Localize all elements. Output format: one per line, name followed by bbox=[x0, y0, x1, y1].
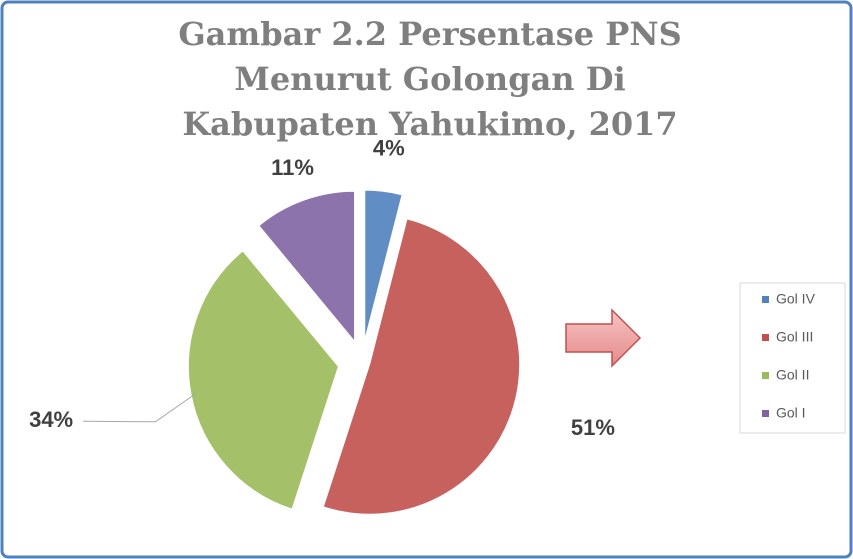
pie-slice bbox=[258, 190, 356, 343]
leader-line bbox=[83, 393, 196, 423]
legend-swatch bbox=[762, 296, 769, 303]
legend-swatch bbox=[762, 410, 769, 417]
data-label: 11% bbox=[271, 155, 314, 180]
pie-slice bbox=[322, 218, 521, 515]
data-label: 34% bbox=[29, 407, 73, 432]
data-label: 51% bbox=[571, 415, 615, 440]
pie-slice bbox=[364, 189, 403, 341]
legend-swatch bbox=[762, 334, 769, 341]
legend-swatch bbox=[762, 372, 769, 379]
data-label: 4% bbox=[373, 135, 405, 160]
legend-label: Gol IV bbox=[776, 291, 816, 307]
arrow-decoration bbox=[565, 308, 642, 368]
legend-box bbox=[739, 282, 846, 434]
legend-label: Gol III bbox=[776, 329, 813, 345]
legend-label: Gol I bbox=[776, 405, 806, 421]
chart-title: Gambar 2.2 Persentase PNS Menurut Golong… bbox=[178, 15, 682, 143]
pie-slice bbox=[187, 250, 339, 510]
legend-label: Gol II bbox=[776, 367, 809, 383]
